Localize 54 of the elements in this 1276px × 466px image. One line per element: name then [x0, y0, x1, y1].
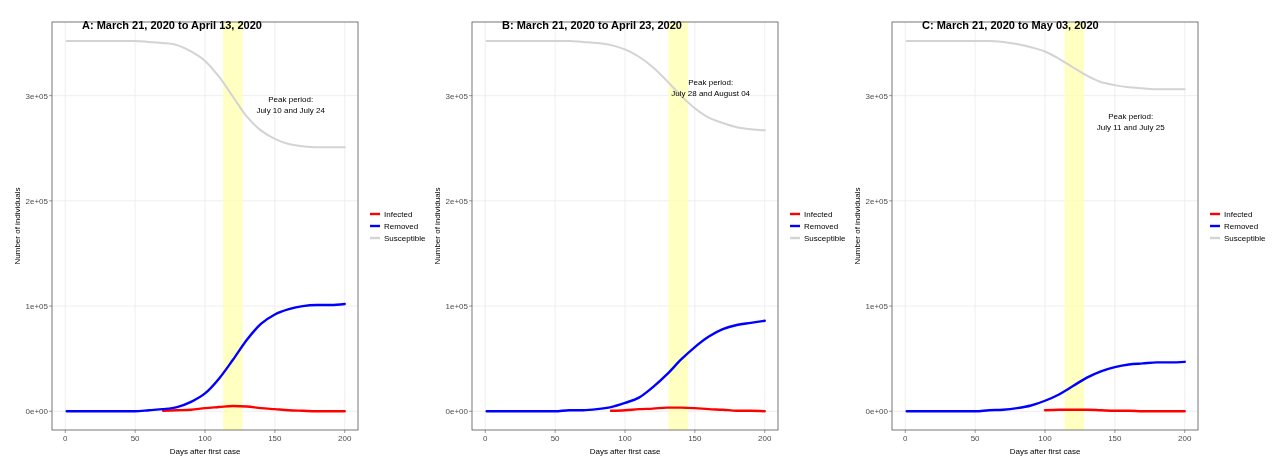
x-axis-title: Days after first case [589, 447, 661, 456]
line-series [65, 302, 346, 413]
y-tick-label: 3e+05 [25, 91, 49, 101]
x-tick-label: 150 [1108, 434, 1123, 443]
x-tick-label: 100 [1038, 434, 1053, 443]
y-tick-label: 0e+00 [445, 407, 469, 417]
x-tick-label: 100 [618, 434, 633, 443]
line-series [905, 360, 1186, 413]
y-tick-label: 1e+05 [445, 302, 469, 312]
chart-title: A: March 21, 2020 to April 13, 2020 [82, 19, 262, 31]
x-tick-label: 200 [338, 434, 352, 443]
legend-label: Removed [804, 222, 839, 231]
y-tick-label: 2e+05 [445, 196, 469, 206]
line-series [65, 39, 346, 149]
x-tick-label: 50 [970, 434, 981, 443]
line-series [905, 39, 1186, 91]
y-tick-label: 1e+05 [865, 302, 889, 312]
line-series [485, 319, 766, 413]
legend-label: Susceptible [804, 234, 846, 243]
annotation: Peak period: July 11 and July 25 [1096, 112, 1166, 133]
x-axis-title: Days after first case [1009, 447, 1081, 456]
chart-title: C: March 21, 2020 to May 03, 2020 [922, 19, 1099, 31]
y-tick-label: 3e+05 [445, 91, 469, 101]
legend-label: Susceptible [1224, 234, 1266, 243]
x-tick-label: 0 [903, 434, 909, 443]
y-tick-label: 0e+00 [865, 407, 889, 417]
x-tick-label: 0 [63, 434, 69, 443]
y-axis-title: Number of individuals [433, 187, 442, 265]
y-tick-label: 2e+05 [25, 196, 49, 206]
x-tick-label: 50 [130, 434, 141, 443]
x-tick-label: 200 [1178, 434, 1192, 443]
y-tick-label: 1e+05 [25, 302, 49, 312]
annotation: Peak period: July 10 and July 24 [256, 95, 326, 116]
x-tick-label: 150 [268, 434, 283, 443]
legend-label: Infected [384, 210, 413, 219]
y-axis-title: Number of individuals [853, 187, 862, 265]
x-tick-label: 100 [198, 434, 213, 443]
y-tick-label: 0e+00 [25, 407, 49, 417]
x-tick-label: 200 [758, 434, 772, 443]
legend-label: Removed [1224, 222, 1259, 231]
y-tick-label: 2e+05 [865, 196, 889, 206]
x-axis-title: Days after first case [169, 447, 241, 456]
chart-title: B: March 21, 2020 to April 23, 2020 [502, 19, 682, 31]
x-tick-label: 150 [688, 434, 703, 443]
legend-label: Infected [804, 210, 833, 219]
line-series [485, 39, 766, 132]
annotation: Peak period: July 28 and August 04 [671, 78, 751, 99]
x-tick-label: 50 [550, 434, 561, 443]
legend-label: Susceptible [384, 234, 426, 243]
legend-label: Infected [1224, 210, 1253, 219]
y-axis-title: Number of individuals [13, 187, 22, 265]
legend-label: Removed [384, 222, 419, 231]
y-tick-label: 3e+05 [865, 91, 889, 101]
x-tick-label: 0 [483, 434, 489, 443]
